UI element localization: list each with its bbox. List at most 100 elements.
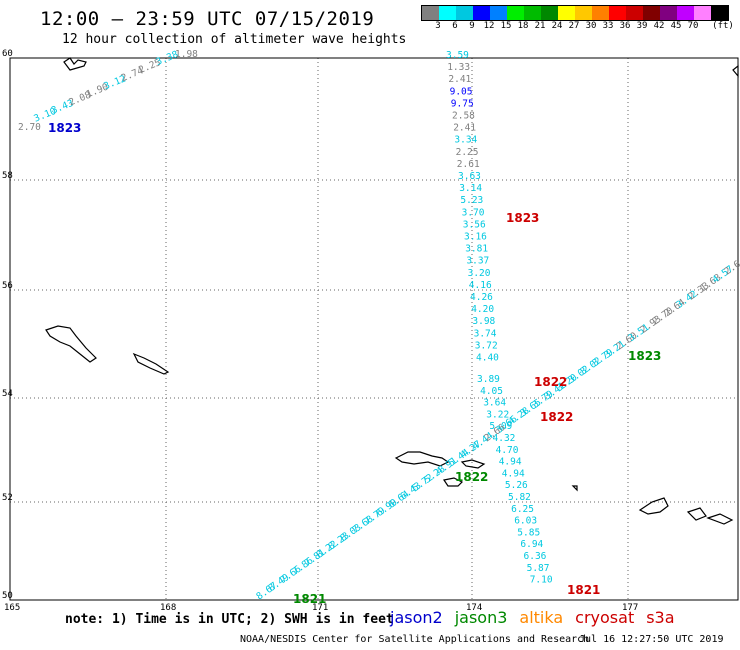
satellite-name: s3a <box>646 608 675 627</box>
wave-height-value: 5.87 <box>527 563 550 574</box>
track-id-label: 1821 <box>293 592 326 606</box>
wave-height-value: 2.41 <box>448 74 471 85</box>
wave-height-value: 3.59 <box>446 50 469 61</box>
legend-swatch <box>592 6 609 20</box>
lon-label: 165 <box>4 603 20 613</box>
track-id-label: 1823 <box>628 349 661 363</box>
island-outline <box>571 485 578 492</box>
wave-height-value: 3.89 <box>477 374 500 385</box>
island-outline <box>394 451 450 467</box>
wave-height-value: 6.25 <box>511 504 534 515</box>
footnote: note: 1) Time is in UTC; 2) SWH is in fe… <box>65 612 394 627</box>
legend-swatch <box>507 6 524 20</box>
wave-height-value: 2.70 <box>18 122 41 133</box>
lat-label: 52 <box>2 493 13 503</box>
legend-tick-label: 33 <box>602 21 614 31</box>
lat-label: 56 <box>2 281 13 291</box>
legend-tick-label: 45 <box>670 21 682 31</box>
island-outline <box>460 459 486 469</box>
page-subtitle: 12 hour collection of altimeter wave hei… <box>62 32 407 47</box>
wave-height-value: 3.98 <box>472 316 495 327</box>
wave-height-value: 3.64 <box>483 398 506 409</box>
wave-height-value: 4.05 <box>480 386 503 397</box>
track-id-labels: 1823 1823 1823 1822 1822 1822 1821 1821 <box>48 121 661 606</box>
wave-height-value: 5.82 <box>508 492 531 503</box>
legend-swatch <box>609 6 626 20</box>
satellite-name: jason2 <box>390 608 443 627</box>
legend-tick-label: 42 <box>653 21 665 31</box>
island-outline <box>732 64 739 78</box>
wave-height-value: 4.40 <box>476 353 499 364</box>
track-id-label: 1822 <box>540 410 573 424</box>
wave-height-value: 4.94 <box>499 457 522 468</box>
satellite-name: altika <box>519 608 564 627</box>
legend-tick-label: 6 <box>452 21 458 31</box>
legend-swatch <box>490 6 507 20</box>
wave-height-value: 3.22 <box>486 409 509 420</box>
island-outline <box>638 497 669 515</box>
island-outline <box>45 325 97 363</box>
wave-height-tracks: 2.703.103.432.081.903.122.742.253.381.98… <box>18 49 740 602</box>
wave-height-value: 5.23 <box>460 195 483 206</box>
island-outline <box>706 513 734 525</box>
track-id-label: 1821 <box>567 583 600 597</box>
track-id-label: 1823 <box>506 211 539 225</box>
legend-swatch <box>558 6 575 20</box>
legend-tick-label: 12 <box>483 21 495 31</box>
wave-height-value: 4.32 <box>493 433 516 444</box>
satellite-legend: jason2 jason3 altika cryosat s3a <box>390 608 687 627</box>
color-legend-labels: 3 6 9 12 15 18 21 24 27 30 33 36 39 42 45 70 (ft) <box>421 21 734 33</box>
satellite-name: cryosat <box>575 608 635 627</box>
lat-label: 50 <box>2 591 13 601</box>
wave-height-value: 3.56 <box>463 219 486 230</box>
legend-swatch <box>422 6 439 20</box>
wave-height-value: 3.14 <box>459 183 482 194</box>
map-frame <box>9 57 739 601</box>
land-outlines <box>45 57 739 525</box>
wave-height-value: 3.20 <box>468 268 491 279</box>
legend-unit: (ft) <box>712 21 734 31</box>
generated-timestamp: Jul 16 12:27:50 UTC 2019 <box>579 634 724 645</box>
legend-tick-label: 27 <box>568 21 580 31</box>
legend-tick-label: 18 <box>517 21 529 31</box>
color-legend <box>421 5 729 21</box>
legend-swatch <box>473 6 490 20</box>
track-id-label: 1823 <box>48 121 81 135</box>
wave-height-value: 2.25 <box>456 147 479 158</box>
wave-height-value: 4.26 <box>470 292 493 303</box>
wave-height-value: 3.34 <box>454 135 477 146</box>
wave-height-value: 2.58 <box>452 111 475 122</box>
wave-height-value: 9.75 <box>451 98 474 109</box>
legend-swatch <box>575 6 592 20</box>
legend-tick-label: 3 <box>435 21 441 31</box>
wave-height-value: 1.33 <box>447 62 470 73</box>
island-outline <box>686 507 707 521</box>
wave-height-value: 1.98 <box>175 49 198 60</box>
wave-height-value: 5.85 <box>517 527 540 538</box>
legend-swatch <box>694 6 711 20</box>
lon-label: 174 <box>466 603 482 613</box>
legend-tick-label: 15 <box>500 21 512 31</box>
page-title: 12:00 – 23:59 UTC 07/15/2019 <box>40 8 375 30</box>
legend-tick-label: 39 <box>636 21 648 31</box>
map-gridlines <box>9 57 739 601</box>
lon-label: 171 <box>312 603 328 613</box>
wave-height-value: 6.36 <box>524 551 547 562</box>
wave-height-value: 3.70 <box>462 207 485 218</box>
axis-labels: 60 58 56 54 52 50 165 168 171 174 177 <box>2 49 638 613</box>
wave-height-value: 3.63 <box>458 171 481 182</box>
legend-swatch <box>541 6 558 20</box>
legend-tick-label: 24 <box>551 21 563 31</box>
wave-height-value: 6.03 <box>514 516 537 527</box>
wave-height-value: 6.94 <box>520 539 543 550</box>
wave-height-value: 3.37 <box>466 256 489 267</box>
track-id-label: 1822 <box>455 470 488 484</box>
lat-label: 58 <box>2 171 13 181</box>
lon-label: 168 <box>160 603 176 613</box>
legend-swatch <box>643 6 660 20</box>
wave-height-value: 4.20 <box>471 304 494 315</box>
legend-swatch <box>660 6 677 20</box>
lat-label: 60 <box>2 49 13 59</box>
legend-tick-label: 21 <box>534 21 546 31</box>
